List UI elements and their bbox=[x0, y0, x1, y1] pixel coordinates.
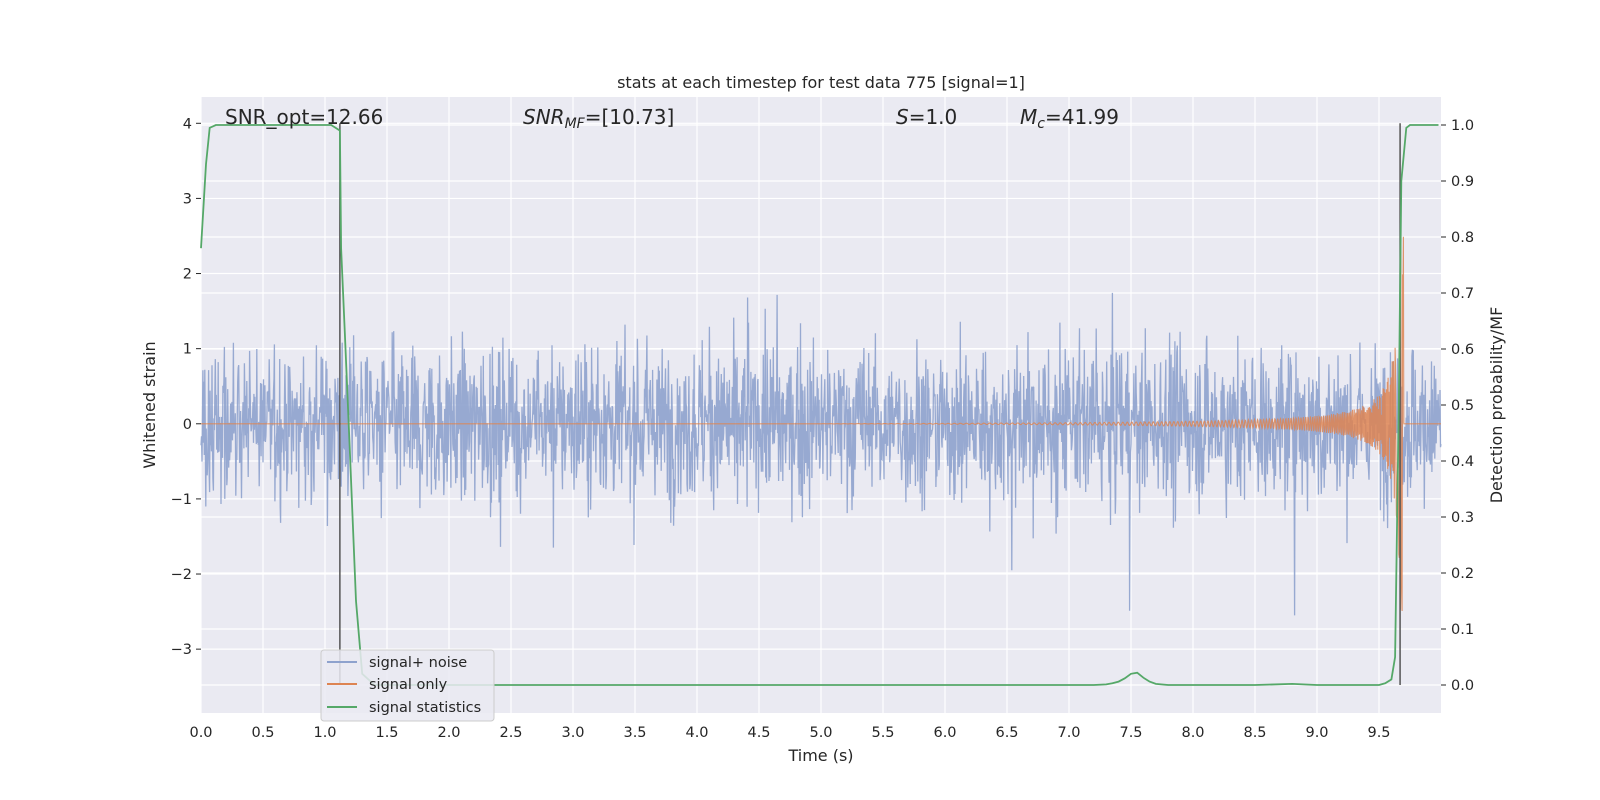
legend-label-signal-only: signal only bbox=[369, 677, 448, 693]
x-tick-label: 0.0 bbox=[189, 725, 212, 741]
x-tick-label: 9.0 bbox=[1305, 725, 1328, 741]
y2-tick-label: 0.3 bbox=[1451, 510, 1474, 526]
annotation-mc: Mc=41.99 bbox=[1020, 105, 1119, 132]
x-tick-label: 7.0 bbox=[1057, 725, 1080, 741]
y2-tick-label: 0.6 bbox=[1451, 342, 1474, 358]
y2-tick-label: 0.1 bbox=[1451, 622, 1474, 638]
mc-value: =41.99 bbox=[1045, 105, 1119, 129]
x-tick-label: 1.0 bbox=[313, 725, 336, 741]
x-tick-label: 6.0 bbox=[933, 725, 956, 741]
annotation-s: S=1.0 bbox=[896, 105, 957, 129]
snr-mf-value: =[10.73] bbox=[585, 105, 675, 129]
x-axis-label: Time (s) bbox=[787, 746, 853, 765]
x-tick-label: 7.5 bbox=[1119, 725, 1142, 741]
x-tick-label: 8.0 bbox=[1181, 725, 1204, 741]
legend-label-signal-noise: signal+ noise bbox=[369, 655, 467, 671]
mc-subscript: c bbox=[1037, 116, 1045, 132]
x-tick-label: 4.0 bbox=[685, 725, 708, 741]
grid bbox=[200, 97, 1441, 713]
s-symbol: S bbox=[896, 105, 909, 129]
y-tick-label: 4 bbox=[183, 116, 192, 132]
x-tick-label: 4.5 bbox=[747, 725, 770, 741]
y2-tick-label: 0.5 bbox=[1451, 398, 1474, 414]
annotation-snr-mf: SNRMF=[10.73] bbox=[523, 105, 674, 132]
y-tick-label: 2 bbox=[183, 267, 192, 283]
legend-label-signal-statistics: signal statistics bbox=[369, 700, 481, 716]
y2-tick-label: 0.0 bbox=[1451, 678, 1474, 694]
s-value: =1.0 bbox=[909, 105, 958, 129]
x-tick-label: 1.5 bbox=[375, 725, 398, 741]
y2-tick-label: 0.7 bbox=[1451, 286, 1474, 302]
snr-mf-symbol: SNR bbox=[523, 105, 565, 129]
y2-tick-label: 0.4 bbox=[1451, 454, 1474, 470]
annotation-snr-opt: SNR_opt=12.66 bbox=[225, 105, 383, 129]
x-tick-label: 5.0 bbox=[809, 725, 832, 741]
series-signal-noise bbox=[200, 292, 1442, 616]
series-signal-only bbox=[201, 236, 1441, 612]
y2-tick-label: 0.2 bbox=[1451, 566, 1474, 582]
y-tick-label: −1 bbox=[171, 492, 192, 508]
axes: 0.0 0.5 1.0 1.5 2.0 2.5 3.0 3.5 4.0 4.5 5.0 5.5 6.0 6… bbox=[171, 116, 1474, 741]
y2-axis-label: Detection probability/MF bbox=[1487, 307, 1506, 504]
x-tick-label: 6.5 bbox=[995, 725, 1018, 741]
x-tick-label: 8.5 bbox=[1243, 725, 1266, 741]
y-axis-label: Whitened strain bbox=[140, 341, 159, 468]
x-tick-label: 5.5 bbox=[871, 725, 894, 741]
y2-tick-label: 1.0 bbox=[1451, 118, 1474, 134]
y-tick-label: 1 bbox=[183, 342, 192, 358]
x-tick-label: 9.5 bbox=[1367, 725, 1390, 741]
legend-box bbox=[320, 649, 495, 722]
y-tick-label: 3 bbox=[183, 191, 192, 207]
y-tick-label: −2 bbox=[171, 567, 192, 583]
x-tick-label: 2.0 bbox=[437, 725, 460, 741]
snr-mf-subscript: MF bbox=[565, 116, 586, 132]
y2-tick-label: 0.9 bbox=[1451, 174, 1474, 190]
series-signal-statistics bbox=[200, 124, 1439, 686]
x-tick-label: 2.5 bbox=[499, 725, 522, 741]
mc-symbol: M bbox=[1020, 105, 1037, 129]
y2-tick-label: 0.8 bbox=[1451, 230, 1474, 246]
legend: signal+ noise signal only signal statist… bbox=[320, 649, 495, 722]
x-tick-label: 3.5 bbox=[623, 725, 646, 741]
x-tick-label: 3.0 bbox=[561, 725, 584, 741]
x-tick-label: 0.5 bbox=[251, 725, 274, 741]
y-tick-label: 0 bbox=[183, 417, 192, 433]
y-tick-label: −3 bbox=[171, 642, 192, 658]
chart-title: stats at each timestep for test data 775… bbox=[617, 73, 1025, 92]
plot-area bbox=[200, 123, 1442, 686]
